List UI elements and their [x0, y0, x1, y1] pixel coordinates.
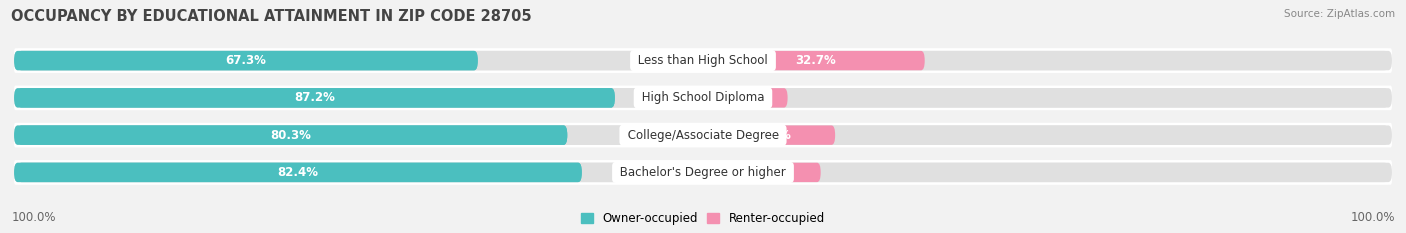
FancyBboxPatch shape — [18, 88, 1388, 108]
FancyBboxPatch shape — [14, 48, 1392, 73]
Text: 82.4%: 82.4% — [277, 166, 318, 179]
FancyBboxPatch shape — [14, 88, 614, 108]
FancyBboxPatch shape — [14, 51, 478, 70]
FancyBboxPatch shape — [18, 163, 1388, 182]
FancyBboxPatch shape — [703, 51, 925, 70]
FancyBboxPatch shape — [18, 51, 478, 70]
FancyBboxPatch shape — [18, 163, 582, 182]
Text: 17.6%: 17.6% — [744, 166, 785, 179]
FancyBboxPatch shape — [14, 160, 1392, 185]
FancyBboxPatch shape — [18, 125, 567, 145]
FancyBboxPatch shape — [18, 88, 614, 108]
FancyBboxPatch shape — [14, 163, 582, 182]
Text: High School Diploma: High School Diploma — [638, 91, 768, 104]
FancyBboxPatch shape — [703, 125, 835, 145]
FancyBboxPatch shape — [703, 88, 787, 108]
FancyBboxPatch shape — [14, 123, 1392, 147]
FancyBboxPatch shape — [18, 51, 1388, 70]
Text: 87.2%: 87.2% — [294, 91, 335, 104]
FancyBboxPatch shape — [14, 51, 1392, 70]
FancyBboxPatch shape — [14, 86, 1392, 110]
Text: OCCUPANCY BY EDUCATIONAL ATTAINMENT IN ZIP CODE 28705: OCCUPANCY BY EDUCATIONAL ATTAINMENT IN Z… — [11, 9, 531, 24]
Text: Bachelor's Degree or higher: Bachelor's Degree or higher — [616, 166, 790, 179]
Text: 32.7%: 32.7% — [796, 54, 837, 67]
FancyBboxPatch shape — [14, 88, 1392, 108]
Text: 12.8%: 12.8% — [727, 91, 768, 104]
Text: 19.7%: 19.7% — [751, 129, 792, 142]
FancyBboxPatch shape — [14, 125, 1392, 145]
FancyBboxPatch shape — [14, 86, 1392, 110]
FancyBboxPatch shape — [14, 163, 1392, 182]
Text: 80.3%: 80.3% — [270, 129, 311, 142]
Legend: Owner-occupied, Renter-occupied: Owner-occupied, Renter-occupied — [579, 209, 827, 227]
FancyBboxPatch shape — [14, 125, 567, 145]
Text: 100.0%: 100.0% — [11, 211, 56, 224]
Text: Less than High School: Less than High School — [634, 54, 772, 67]
FancyBboxPatch shape — [703, 163, 821, 182]
Text: Source: ZipAtlas.com: Source: ZipAtlas.com — [1284, 9, 1395, 19]
FancyBboxPatch shape — [14, 161, 1392, 184]
FancyBboxPatch shape — [14, 123, 1392, 147]
Text: 100.0%: 100.0% — [1350, 211, 1395, 224]
Text: 67.3%: 67.3% — [225, 54, 266, 67]
Text: College/Associate Degree: College/Associate Degree — [624, 129, 782, 142]
FancyBboxPatch shape — [14, 49, 1392, 72]
FancyBboxPatch shape — [18, 125, 1388, 145]
